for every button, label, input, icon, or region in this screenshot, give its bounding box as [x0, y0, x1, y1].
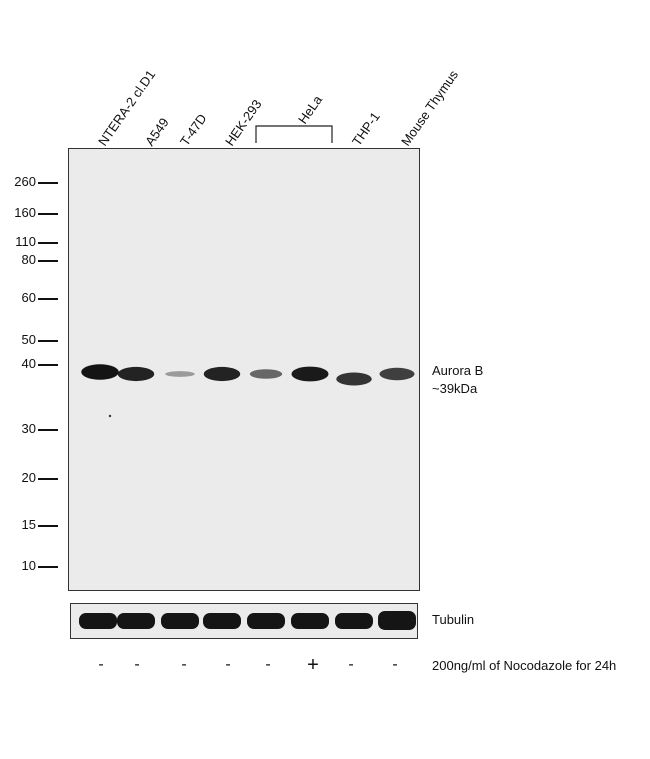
aurora-b-band-lane-5	[249, 369, 283, 379]
tubulin-band-lane-6	[291, 613, 329, 629]
lane-label-a549: A549	[142, 115, 172, 149]
treatment-lane-2: -	[134, 656, 140, 673]
mw-marker-160: 160	[14, 205, 36, 220]
tubulin-band-lane-8	[378, 611, 416, 630]
loading-control-label: Tubulin	[432, 612, 475, 627]
blot-background	[68, 148, 420, 591]
mw-marker-110: 110	[15, 234, 36, 249]
mw-tick-160	[38, 213, 58, 215]
treatment-lane-6: +	[307, 654, 319, 676]
mw-tick-20	[38, 478, 58, 480]
blot-speck	[108, 414, 112, 418]
aurora-b-band-lane-2	[117, 366, 155, 382]
tubulin-band-lane-4	[203, 613, 241, 629]
aurora-b-band-lane-8	[379, 367, 415, 381]
mw-marker-260: 260	[14, 174, 36, 189]
mw-marker-30: 30	[21, 421, 36, 436]
mw-tick-15	[38, 525, 58, 527]
aurora-b-band-lane-3	[165, 371, 195, 377]
treatment-lane-7: -	[348, 656, 354, 673]
treatment-label: 200ng/ml of Nocodazole for 24h	[432, 658, 617, 673]
treatment-lane-3: -	[181, 656, 187, 673]
lane-label-mouse-thymus: Mouse Thymus	[398, 67, 462, 149]
western-blot-tubulin	[70, 603, 418, 639]
aurora-b-band-lane-1	[81, 364, 119, 380]
mw-tick-110	[38, 242, 58, 244]
lane-label-hek293: HEK-293	[222, 96, 265, 149]
western-blot-main	[68, 148, 420, 591]
mw-marker-40: 40	[21, 356, 36, 371]
mw-marker-15: 15	[21, 517, 36, 532]
aurora-b-band-lane-4	[203, 366, 241, 382]
mw-marker-60: 60	[21, 290, 36, 305]
treatment-lane-5: -	[265, 656, 271, 673]
lane-label-thp1: THP-1	[349, 109, 383, 149]
mw-tick-80	[38, 260, 58, 262]
mw-marker-50: 50	[21, 332, 36, 347]
mw-tick-50	[38, 340, 58, 342]
band-label-name: Aurora B	[432, 363, 484, 378]
treatment-lane-1: -	[98, 656, 104, 673]
mw-tick-30	[38, 429, 58, 431]
mw-tick-260	[38, 182, 58, 184]
tubulin-band-lane-3	[161, 613, 199, 629]
mw-tick-40	[38, 364, 58, 366]
mw-marker-10: 10	[21, 558, 36, 573]
mw-tick-10	[38, 566, 58, 568]
treatment-lane-8: -	[392, 656, 398, 673]
mw-marker-20: 20	[21, 470, 36, 485]
lane-label-t47d: T-47D	[177, 110, 210, 149]
tubulin-band-lane-7	[335, 613, 373, 629]
aurora-b-band-lane-6	[291, 366, 329, 382]
tubulin-band-lane-2	[117, 613, 155, 629]
mw-marker-80: 80	[21, 252, 36, 267]
group-label-hela: HeLa	[295, 92, 326, 127]
treatment-lane-4: -	[225, 656, 231, 673]
aurora-b-band-lane-7	[336, 372, 372, 386]
tubulin-band-lane-5	[247, 613, 285, 629]
tubulin-band-lane-1	[79, 613, 117, 629]
mw-tick-60	[38, 298, 58, 300]
band-label-size: ~39kDa	[432, 381, 478, 396]
